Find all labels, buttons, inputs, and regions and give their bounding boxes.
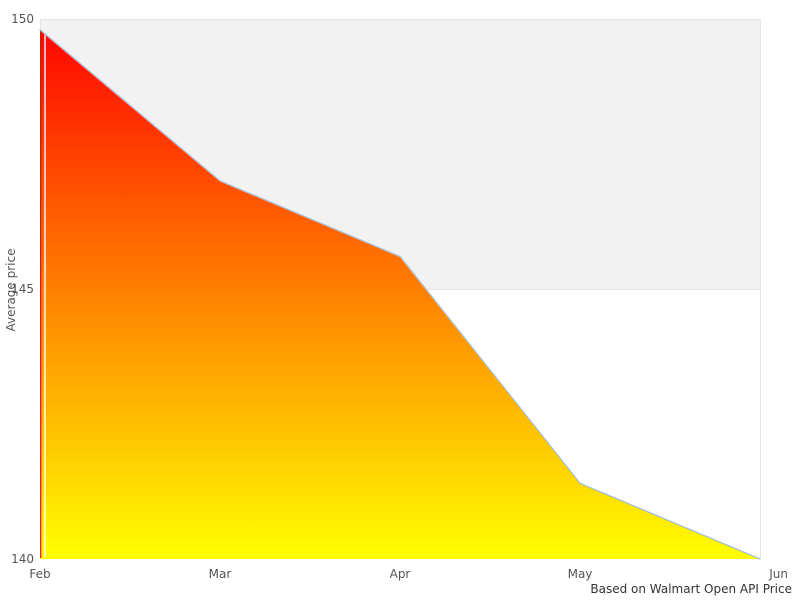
price-line bbox=[39, 29, 761, 560]
y-tick-label: 150 bbox=[11, 12, 34, 26]
area-fill bbox=[40, 29, 760, 560]
x-tick-label: Apr bbox=[390, 567, 411, 581]
y-axis-title: Average price bbox=[4, 248, 18, 332]
y-tick-label: 140 bbox=[11, 552, 34, 566]
x-tick-label: Jun bbox=[768, 567, 788, 581]
x-tick-label: May bbox=[568, 567, 593, 581]
chart-caption: Based on Walmart Open API Price bbox=[590, 582, 792, 596]
x-tick-label: Feb bbox=[29, 567, 50, 581]
x-tick-label: Mar bbox=[209, 567, 232, 581]
y-tick-label: 145 bbox=[11, 282, 34, 296]
